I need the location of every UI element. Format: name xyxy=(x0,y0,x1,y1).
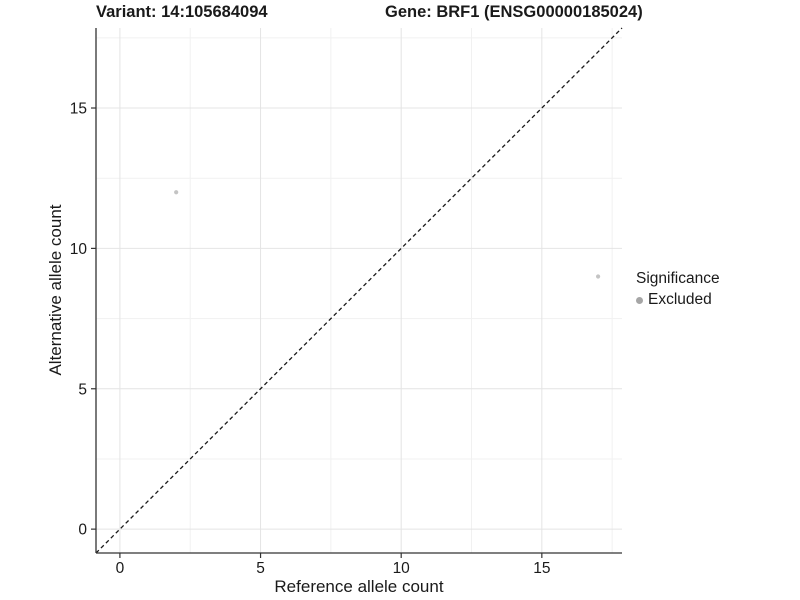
identity-line xyxy=(95,27,623,554)
x-tick-label: 10 xyxy=(393,560,411,577)
x-tick-label: 0 xyxy=(116,560,125,577)
y-axis-title: Alternative allele count xyxy=(46,204,65,376)
x-tick-label: 15 xyxy=(533,560,550,577)
data-point xyxy=(595,274,601,279)
y-tick-label: 5 xyxy=(78,381,87,398)
x-axis-title: Reference allele count xyxy=(274,577,444,596)
x-tick-label: 5 xyxy=(256,560,265,577)
data-point xyxy=(174,190,179,195)
legend-item-excluded: Excluded xyxy=(636,291,720,309)
y-tick-label: 0 xyxy=(78,522,87,539)
variant-title: Variant: 14:105684094 xyxy=(96,3,268,21)
y-tick-label: 10 xyxy=(70,241,88,258)
legend-title: Significance xyxy=(636,270,720,287)
legend: Significance Excluded xyxy=(636,270,720,309)
excluded-point-icon xyxy=(636,296,643,304)
gene-title: Gene: BRF1 (ENSG00000185024) xyxy=(385,3,643,21)
legend-item-label: Excluded xyxy=(648,291,712,308)
y-tick-label: 15 xyxy=(70,101,87,118)
